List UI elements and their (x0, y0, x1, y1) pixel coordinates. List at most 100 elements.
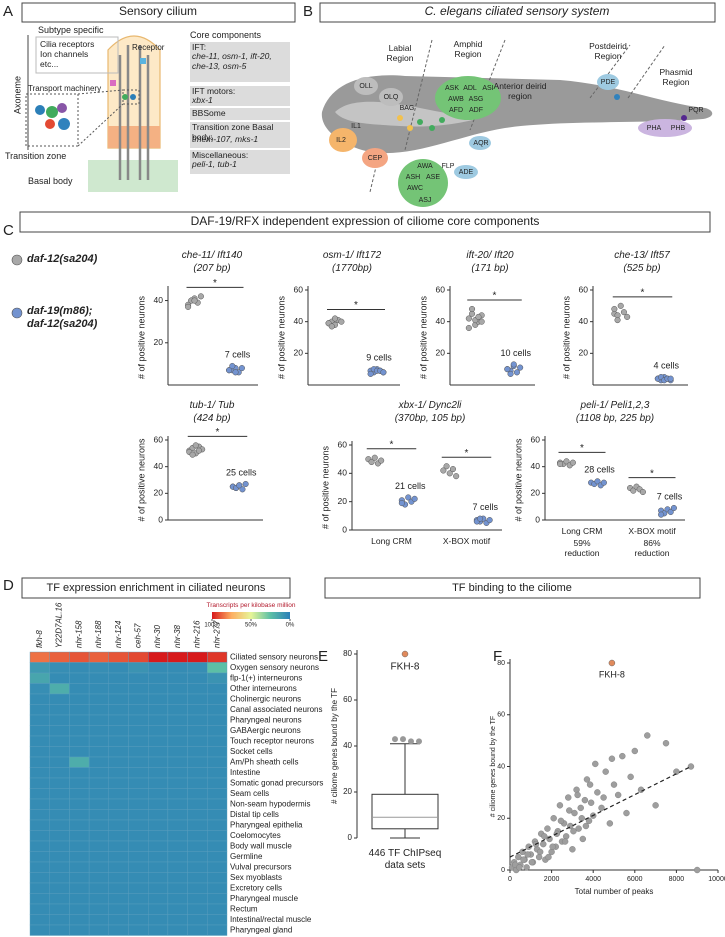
y-axis-label: # ciliome genes bound by the TF (490, 716, 497, 817)
row-label: Pharyngeal muscle (230, 894, 299, 903)
data-point (189, 451, 196, 458)
colorbar-tick-label: 0% (286, 623, 295, 629)
heatmap-cell (147, 714, 169, 726)
label: IFT: (192, 42, 207, 52)
heatmap-cell (207, 893, 228, 905)
data-point (541, 833, 548, 840)
heatmap-cell (207, 756, 228, 768)
data-point (192, 442, 199, 449)
worm-body (321, 75, 713, 154)
heatmap-cell (187, 746, 208, 758)
heatmap-cell (29, 672, 50, 684)
core-box (190, 150, 290, 174)
column-label: nhr-188 (94, 620, 103, 648)
data-point (582, 822, 590, 830)
label: peli-1, tub-1 (192, 159, 237, 169)
data-point (548, 848, 555, 856)
data-point (226, 367, 233, 374)
data-point (566, 807, 573, 814)
label: Transport machinery (28, 84, 102, 93)
row-label: Canal associated neurons (230, 705, 323, 714)
heatmap-cell (167, 788, 188, 800)
heatmap-cell (147, 767, 169, 779)
data-point (578, 815, 585, 822)
panel-letter: C (3, 222, 14, 239)
y-tick-label: 20 (531, 488, 541, 498)
row-label: Sex myoblasts (230, 873, 282, 882)
heatmap-cell (88, 809, 109, 821)
heatmap-cell (187, 777, 208, 789)
highlight-point (608, 659, 616, 667)
colorbar-tick-label: 50% (245, 623, 258, 629)
y-tick-label: 60 (497, 712, 505, 719)
heatmap-cell (88, 872, 109, 884)
heatmap-cell (147, 819, 169, 831)
neuron-label: ASK (445, 85, 459, 92)
heatmap-cell (187, 840, 208, 852)
heatmap-cell (207, 924, 228, 936)
heatmap-cell (167, 651, 188, 663)
column-label: nhr-277 (212, 620, 221, 648)
row-label: Ciliated sensory neurons (230, 652, 318, 661)
heatmap-cell (187, 683, 208, 695)
heatmap-cell (29, 651, 50, 663)
heatmap-cell (29, 914, 50, 926)
data-point (639, 488, 646, 496)
y-tick-label: 40 (497, 763, 505, 770)
heatmap-cell (49, 924, 70, 936)
heatmap-cell (108, 893, 129, 905)
data-point (644, 732, 651, 739)
data-point (556, 802, 564, 809)
heatmap-cell (49, 872, 70, 884)
region-label: Phasmid Region (659, 67, 693, 87)
heatmap-cell (29, 819, 50, 831)
heatmap-cell (88, 777, 109, 789)
chart-subtitle: (207 bp) (193, 263, 231, 274)
y-tick-label: 20 (436, 348, 446, 358)
label: Basal body (28, 176, 73, 186)
heatmap-cell (29, 830, 50, 842)
heatmap-cell (147, 798, 169, 810)
data-point (405, 494, 412, 501)
heatmap-cell (167, 882, 188, 894)
data-point (670, 504, 677, 512)
heatmap-cell (128, 693, 149, 705)
heatmap-cell (147, 872, 169, 884)
column-label: fkh-8 (35, 630, 44, 648)
data-point (440, 467, 447, 474)
y-tick-label: 0 (535, 514, 540, 524)
data-point (571, 809, 578, 817)
heatmap-cell (207, 830, 228, 842)
title-box (19, 211, 711, 233)
heatmap-cell (128, 872, 149, 884)
heatmap-cell (88, 651, 109, 663)
neuron-label: ADL (463, 85, 477, 92)
data-point (585, 817, 593, 825)
cell-count: 7 cells (225, 349, 251, 359)
heatmap-cell (69, 819, 90, 831)
column-label: nhr-124 (114, 620, 123, 648)
row-label: Distal tip cells (230, 810, 279, 819)
row-label: Vulval precursors (230, 862, 292, 871)
data-point (667, 375, 674, 382)
region-label: Anterior deirid region (493, 81, 547, 101)
heatmap-cell (207, 903, 228, 915)
y-tick-label: 60 (343, 695, 352, 704)
heatmap-cell (108, 735, 129, 747)
chart-title: che-13/ Ift57 (614, 250, 670, 261)
heatmap-cell (187, 809, 208, 821)
heatmap-cell (49, 893, 70, 905)
data-point (443, 463, 450, 470)
data-point (600, 794, 607, 801)
x-tick-label: 10000 (708, 876, 725, 883)
heatmap-cell (108, 882, 129, 894)
row-label: Somatic gonad precursors (230, 778, 323, 787)
column-label: nhr-30 (153, 624, 162, 648)
cell-count: 10 cells (500, 348, 531, 358)
data-point (586, 781, 594, 788)
heatmap-cell (108, 872, 129, 884)
row-label: Pharyngeal epithelia (230, 820, 303, 829)
heatmap-cell (108, 714, 129, 726)
data-point (528, 859, 536, 866)
heatmap-cell (207, 704, 228, 716)
